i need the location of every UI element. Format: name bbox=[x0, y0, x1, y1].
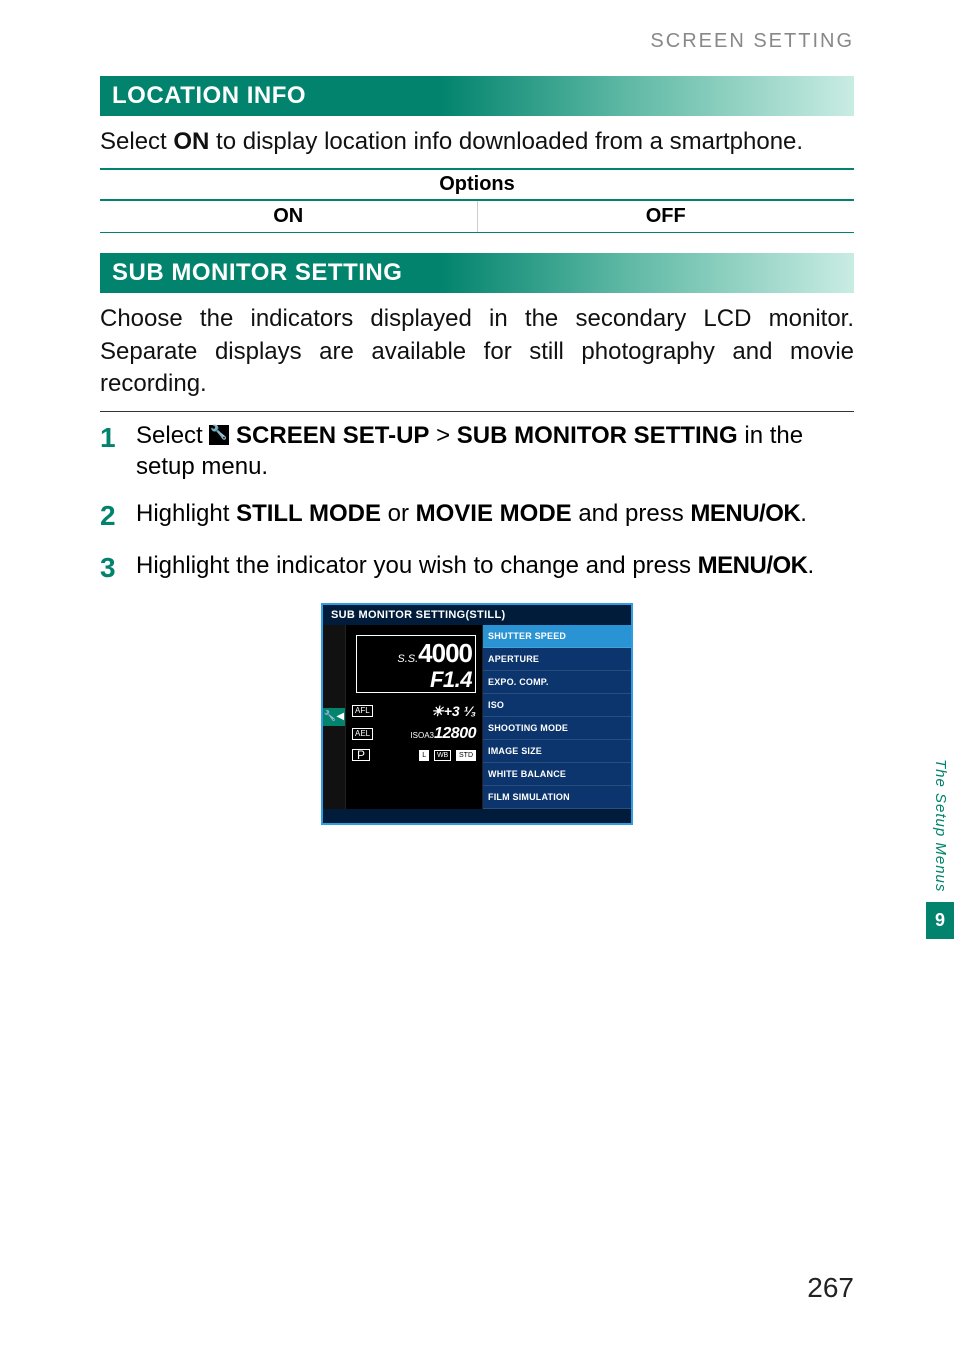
aperture-readout: F1.4 bbox=[430, 667, 472, 693]
text: and press bbox=[572, 500, 691, 527]
option-off: OFF bbox=[478, 201, 855, 232]
sub-monitor-description: Choose the indicators displayed in the s… bbox=[100, 303, 854, 400]
step-text: Highlight STILL MODE or MOVIE MODE and p… bbox=[136, 498, 854, 534]
side-tab: The Setup Menus 9 bbox=[926, 755, 954, 939]
options-header: Options bbox=[100, 168, 854, 201]
camera-row-badges: P L WB STD bbox=[352, 749, 476, 761]
location-info-heading: LOCATION INFO bbox=[100, 76, 854, 116]
text: . bbox=[808, 552, 815, 579]
option-on: ON bbox=[100, 201, 478, 232]
side-tab-label: The Setup Menus bbox=[926, 755, 954, 902]
text-bold: SCREEN SET-UP bbox=[236, 422, 429, 449]
camera-menu-item-expo-comp[interactable]: EXPO. COMP. bbox=[483, 671, 631, 694]
camera-left-spacer bbox=[323, 625, 345, 708]
ael-badge: AEL bbox=[352, 728, 373, 740]
options-row: ON OFF bbox=[100, 201, 854, 233]
camera-submonitor-screenshot: SUB MONITOR SETTING(STILL) 🔧◀ S.S.4000 F… bbox=[321, 603, 633, 825]
camera-left-column: 🔧◀ bbox=[323, 625, 345, 809]
text: or bbox=[381, 500, 416, 527]
camera-preview-panel: S.S.4000 F1.4 AFL ☀+3 ¹⁄₃ AEL ISOA312800… bbox=[345, 625, 483, 809]
text: > bbox=[429, 422, 456, 449]
location-info-description: Select ON to display location info downl… bbox=[100, 126, 854, 158]
text-bold: SUB MONITOR SETTING bbox=[457, 422, 738, 449]
text: Select bbox=[100, 128, 173, 155]
film-sim-badge: STD bbox=[456, 750, 476, 761]
step-1: 1 Select SCREEN SET-UP > SUB MONITOR SET… bbox=[100, 420, 854, 482]
page-number: 267 bbox=[807, 1272, 854, 1304]
text-bold: STILL MODE bbox=[236, 500, 381, 527]
menu-ok-label: MENU/OK bbox=[690, 500, 800, 527]
side-tab-chapter: 9 bbox=[926, 902, 954, 939]
page-section-header: SCREEN SETTING bbox=[0, 20, 954, 68]
step-2: 2 Highlight STILL MODE or MOVIE MODE and… bbox=[100, 498, 854, 534]
step-number: 2 bbox=[100, 498, 136, 534]
step-number: 3 bbox=[100, 550, 136, 586]
afl-badge: AFL bbox=[352, 705, 373, 717]
camera-menu-item-image-size[interactable]: IMAGE SIZE bbox=[483, 740, 631, 763]
camera-screen-body: 🔧◀ S.S.4000 F1.4 AFL ☀+3 ¹⁄₃ AEL ISOA312… bbox=[323, 625, 631, 809]
camera-row-ev: AFL ☀+3 ¹⁄₃ bbox=[352, 703, 476, 720]
menu-ok-label: MENU/OK bbox=[698, 552, 808, 579]
chevron-right-icon: ▶ bbox=[620, 631, 626, 640]
camera-menu-item-film-simulation[interactable]: FILM SIMULATION bbox=[483, 786, 631, 809]
camera-menu-item-shooting-mode[interactable]: SHOOTING MODE bbox=[483, 717, 631, 740]
camera-menu-item-aperture[interactable]: APERTURE bbox=[483, 648, 631, 671]
text-bold: ON bbox=[173, 128, 209, 155]
camera-screen-title: SUB MONITOR SETTING(STILL) bbox=[323, 605, 631, 625]
step-number: 1 bbox=[100, 420, 136, 482]
size-badge: L bbox=[419, 750, 429, 761]
camera-menu-item-white-balance[interactable]: WHITE BALANCE bbox=[483, 763, 631, 786]
sub-monitor-heading: SUB MONITOR SETTING bbox=[100, 253, 854, 293]
text: . bbox=[800, 500, 807, 527]
shutter-speed-readout: S.S.4000 bbox=[397, 638, 472, 669]
iso-readout: ISOA312800 bbox=[410, 725, 476, 743]
step-3: 3 Highlight the indicator you wish to ch… bbox=[100, 550, 854, 586]
text: Highlight bbox=[136, 500, 236, 527]
text-bold: MOVIE MODE bbox=[416, 500, 572, 527]
mode-badge: P bbox=[352, 749, 370, 761]
wrench-icon: 🔧◀ bbox=[323, 708, 345, 726]
text: to display location info downloaded from… bbox=[209, 128, 803, 155]
camera-row-iso: AEL ISOA312800 bbox=[352, 725, 476, 743]
camera-menu-item-iso[interactable]: ISO bbox=[483, 694, 631, 717]
camera-left-spacer bbox=[323, 726, 345, 809]
camera-menu-item-shutter-speed[interactable]: SHUTTER SPEED▶ bbox=[483, 625, 631, 648]
exposure-compensation-readout: ☀+3 ¹⁄₃ bbox=[431, 703, 476, 720]
divider bbox=[100, 411, 854, 412]
step-text: Select SCREEN SET-UP > SUB MONITOR SETTI… bbox=[136, 420, 854, 482]
step-text: Highlight the indicator you wish to chan… bbox=[136, 550, 854, 586]
location-info-options-table: Options ON OFF bbox=[100, 168, 854, 233]
camera-screen-footer bbox=[323, 809, 631, 823]
wb-badge: WB bbox=[434, 750, 451, 761]
setup-icon bbox=[209, 425, 229, 445]
camera-menu-list: SHUTTER SPEED▶ APERTURE EXPO. COMP. ISO … bbox=[483, 625, 631, 809]
text: Select bbox=[136, 422, 209, 449]
text: Highlight the indicator you wish to chan… bbox=[136, 552, 698, 579]
badge-group: L WB STD bbox=[417, 749, 476, 761]
